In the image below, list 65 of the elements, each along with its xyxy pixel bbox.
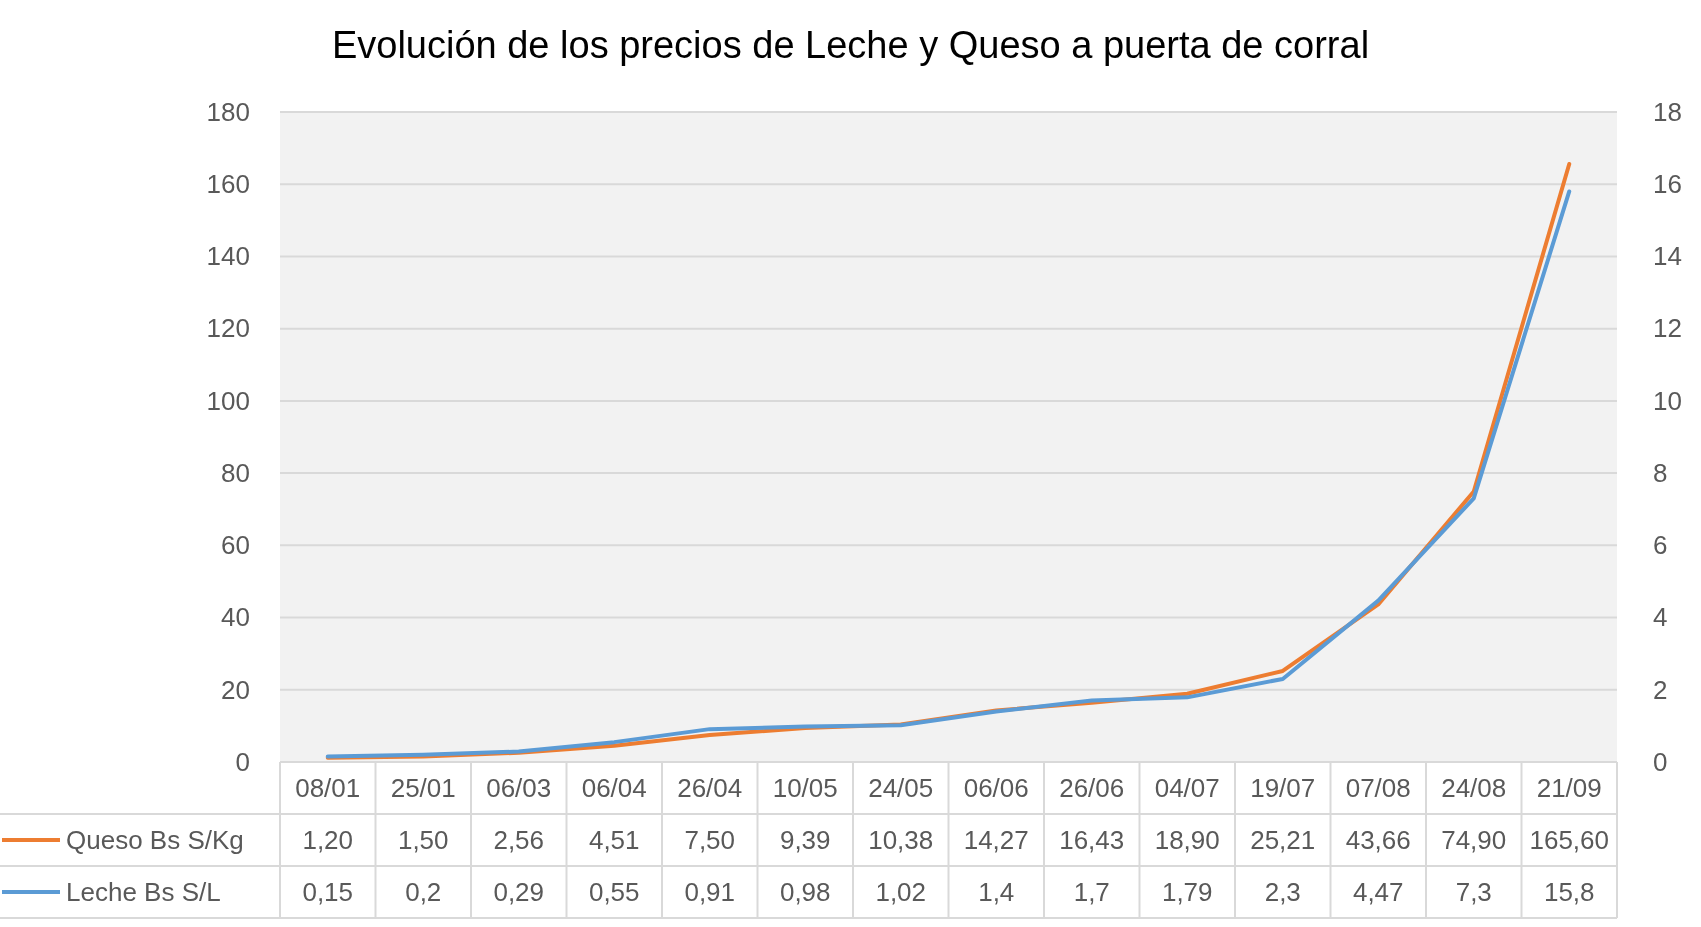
data-label: 0,55 bbox=[588, 877, 640, 907]
data-label: 15,8 bbox=[1543, 877, 1595, 907]
y2-tick-label: 2 bbox=[1653, 674, 1668, 705]
x-tick-label: 26/06 bbox=[1059, 773, 1125, 803]
y2-tick-label: 0 bbox=[1653, 746, 1668, 777]
chart-title: Evolución de los precios de Leche y Queso a puerta de corral bbox=[331, 24, 1370, 66]
y-tick-label: 0 bbox=[235, 746, 250, 777]
y2-tick-label: 16 bbox=[1653, 169, 1682, 200]
legend-label: Leche Bs S/L bbox=[66, 877, 221, 907]
x-tick-label: 10/05 bbox=[772, 773, 838, 803]
y2-tick-label: 10 bbox=[1653, 385, 1682, 416]
data-label: 74,90 bbox=[1441, 825, 1507, 855]
y2-tick-label: 6 bbox=[1653, 530, 1668, 561]
data-label: 10,38 bbox=[868, 825, 934, 855]
y-tick-label: 120 bbox=[206, 313, 250, 344]
y2-tick-label: 18 bbox=[1653, 96, 1682, 127]
data-label: 0,15 bbox=[302, 877, 354, 907]
y2-tick-label: 14 bbox=[1653, 241, 1682, 272]
y-tick-label: 20 bbox=[221, 674, 250, 705]
x-tick-label: 04/07 bbox=[1154, 773, 1220, 803]
data-label: 18,90 bbox=[1154, 825, 1220, 855]
data-label: 1,79 bbox=[1161, 877, 1213, 907]
y-tick-label: 80 bbox=[221, 457, 250, 488]
x-tick-label: 06/04 bbox=[581, 773, 647, 803]
data-label: 0,98 bbox=[779, 877, 831, 907]
y-tick-label: 140 bbox=[206, 241, 250, 272]
y-tick-label: 100 bbox=[206, 385, 250, 416]
data-label: 0,29 bbox=[493, 877, 545, 907]
y-tick-label: 180 bbox=[206, 96, 250, 127]
data-label: 25,21 bbox=[1250, 825, 1316, 855]
data-label: 1,4 bbox=[978, 877, 1015, 907]
x-tick-label: 24/05 bbox=[868, 773, 934, 803]
data-label: 16,43 bbox=[1059, 825, 1125, 855]
data-label: 7,50 bbox=[684, 825, 736, 855]
y-tick-label: 40 bbox=[221, 602, 250, 633]
x-tick-label: 24/08 bbox=[1441, 773, 1507, 803]
data-label: 1,50 bbox=[397, 825, 449, 855]
data-label: 14,27 bbox=[963, 825, 1029, 855]
x-tick-label: 19/07 bbox=[1250, 773, 1316, 803]
x-tick-label: 25/01 bbox=[390, 773, 456, 803]
y2-tick-label: 8 bbox=[1653, 457, 1668, 488]
data-label: 4,47 bbox=[1352, 877, 1404, 907]
data-label: 7,3 bbox=[1455, 877, 1492, 907]
data-label: 4,51 bbox=[588, 825, 640, 855]
x-tick-label: 06/06 bbox=[963, 773, 1029, 803]
x-tick-label: 07/08 bbox=[1345, 773, 1411, 803]
legend-label: Queso Bs S/Kg bbox=[66, 825, 244, 855]
y-tick-label: 160 bbox=[206, 169, 250, 200]
x-tick-label: 21/09 bbox=[1536, 773, 1602, 803]
data-label: 2,56 bbox=[493, 825, 545, 855]
x-tick-label: 06/03 bbox=[486, 773, 552, 803]
y2-tick-label: 12 bbox=[1653, 313, 1682, 344]
data-label: 0,91 bbox=[684, 877, 736, 907]
y-tick-label: 60 bbox=[221, 530, 250, 561]
data-label: 165,60 bbox=[1529, 825, 1610, 855]
y2-tick-label: 4 bbox=[1653, 602, 1668, 633]
data-label: 1,20 bbox=[302, 825, 354, 855]
data-label: 1,02 bbox=[875, 877, 927, 907]
x-tick-label: 26/04 bbox=[677, 773, 743, 803]
x-tick-label: 08/01 bbox=[295, 773, 361, 803]
data-label: 9,39 bbox=[779, 825, 831, 855]
data-label: 2,3 bbox=[1264, 877, 1301, 907]
data-label: 43,66 bbox=[1345, 825, 1411, 855]
data-label: 1,7 bbox=[1073, 877, 1110, 907]
data-label: 0,2 bbox=[405, 877, 442, 907]
